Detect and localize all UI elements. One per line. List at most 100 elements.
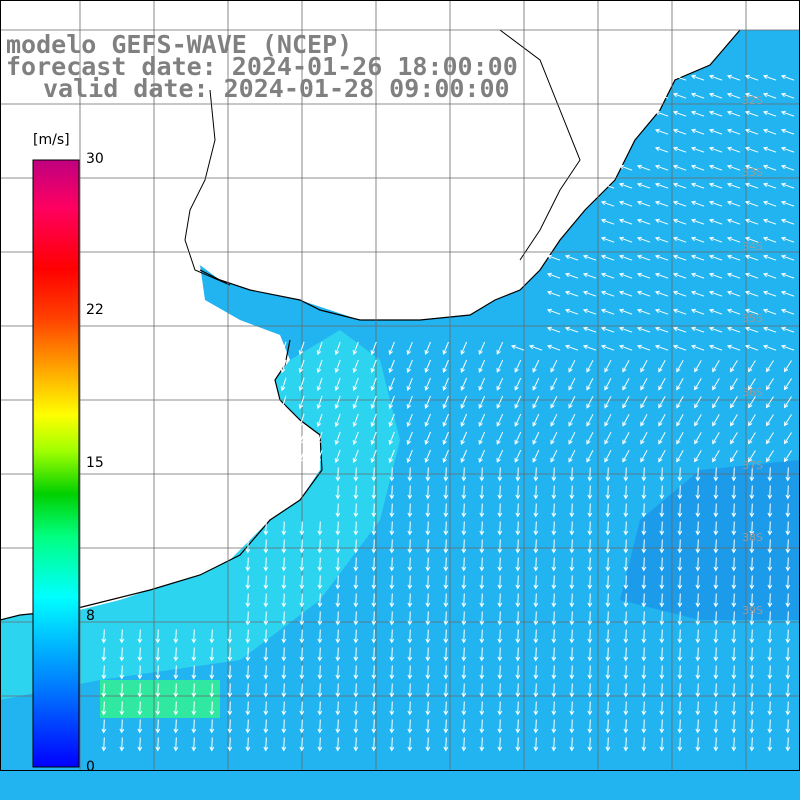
wind-arrow <box>569 611 575 626</box>
wind-arrow <box>497 593 503 608</box>
wind-arrow <box>690 128 705 135</box>
wind-arrow <box>335 737 341 752</box>
wind-arrow <box>280 377 287 392</box>
wind-arrow <box>546 326 561 333</box>
wind-arrow <box>280 359 287 374</box>
wind-arrow <box>496 395 504 409</box>
wind-arrow <box>533 683 539 698</box>
wind-arrow <box>335 701 341 716</box>
wind-arrow <box>317 521 323 536</box>
wind-arrow <box>676 414 684 427</box>
wind-arrow <box>731 557 737 572</box>
wind-arrow <box>101 737 107 752</box>
wind-arrow <box>137 719 143 734</box>
wind-arrow <box>785 503 791 518</box>
wind-arrow <box>712 360 720 373</box>
wind-arrow <box>708 218 723 225</box>
wind-arrow <box>690 182 705 189</box>
wind-arrow <box>407 647 413 662</box>
wind-arrow <box>785 485 791 500</box>
wind-arrow <box>783 432 792 445</box>
wind-arrow <box>353 503 359 518</box>
wind-arrow <box>726 344 741 351</box>
wind-arrow <box>227 701 233 716</box>
wind-arrow <box>497 467 503 482</box>
wind-arrow <box>654 236 669 243</box>
wind-arrow <box>767 539 773 554</box>
colorbar <box>32 159 80 768</box>
wind-arrow <box>605 647 611 662</box>
wind-arrow <box>641 701 647 716</box>
wind-arrow <box>622 432 630 445</box>
wind-arrow <box>695 683 701 698</box>
wind-arrow <box>785 683 791 698</box>
wind-arrow <box>731 647 737 662</box>
wind-arrow <box>690 290 705 297</box>
wind-arrow <box>191 683 197 698</box>
wind-arrow <box>514 377 522 391</box>
wind-arrow <box>690 110 705 117</box>
wind-arrow <box>564 254 579 261</box>
wind-arrow <box>623 485 629 500</box>
wind-arrow <box>263 701 269 716</box>
wind-arrow <box>551 629 557 644</box>
wind-arrow <box>533 521 539 536</box>
wind-arrow <box>726 254 741 261</box>
wind-arrow <box>424 377 431 391</box>
wind-arrow <box>533 539 539 554</box>
wind-arrow <box>605 701 611 716</box>
wind-arrow <box>605 557 611 572</box>
wind-arrow <box>641 521 647 536</box>
wind-arrow <box>762 272 777 279</box>
wind-arrow <box>582 254 597 261</box>
wind-arrow <box>335 629 341 644</box>
wind-arrow <box>569 503 575 518</box>
wind-arrow <box>461 503 467 518</box>
wind-arrow <box>245 737 251 752</box>
wind-arrow <box>780 236 795 243</box>
wind-arrow <box>767 467 773 482</box>
wind-arrow <box>713 737 719 752</box>
wind-arrow <box>533 485 539 500</box>
wind-arrow <box>748 450 756 463</box>
wind-arrow <box>622 396 630 409</box>
wind-arrow <box>352 413 359 428</box>
wind-arrow <box>209 737 215 752</box>
wind-arrow <box>708 236 723 243</box>
wind-arrow <box>749 593 755 608</box>
wind-arrow <box>618 290 633 297</box>
wind-arrow <box>582 272 597 279</box>
wind-arrow <box>600 182 615 189</box>
wind-arrow <box>762 146 777 153</box>
wind-arrow <box>479 629 485 644</box>
wind-arrow <box>370 413 377 428</box>
wind-arrow <box>353 701 359 716</box>
wind-arrow <box>515 503 521 518</box>
wind-arrow <box>227 647 233 662</box>
wind-arrow <box>749 647 755 662</box>
wind-arrow <box>726 110 741 117</box>
wind-arrow <box>515 665 521 680</box>
wind-arrow <box>636 200 651 207</box>
wind-arrow <box>677 503 683 518</box>
wind-arrow <box>731 665 737 680</box>
wind-arrow <box>119 737 125 752</box>
wind-arrow <box>744 164 759 171</box>
wind-arrow <box>227 665 233 680</box>
wind-arrow <box>672 74 687 81</box>
wind-arrow <box>263 737 269 752</box>
wind-arrow <box>316 449 323 464</box>
wind-arrow <box>690 164 705 171</box>
wind-arrow <box>407 683 413 698</box>
wind-arrow <box>659 557 665 572</box>
wind-arrow <box>694 378 702 391</box>
wind-arrow <box>532 431 540 445</box>
wind-arrow <box>586 359 594 373</box>
wind-arrow <box>623 521 629 536</box>
wind-arrow <box>672 236 687 243</box>
wind-arrow <box>744 146 759 153</box>
wind-arrow <box>676 378 684 391</box>
wind-arrow <box>353 611 359 626</box>
wind-arrow <box>623 539 629 554</box>
